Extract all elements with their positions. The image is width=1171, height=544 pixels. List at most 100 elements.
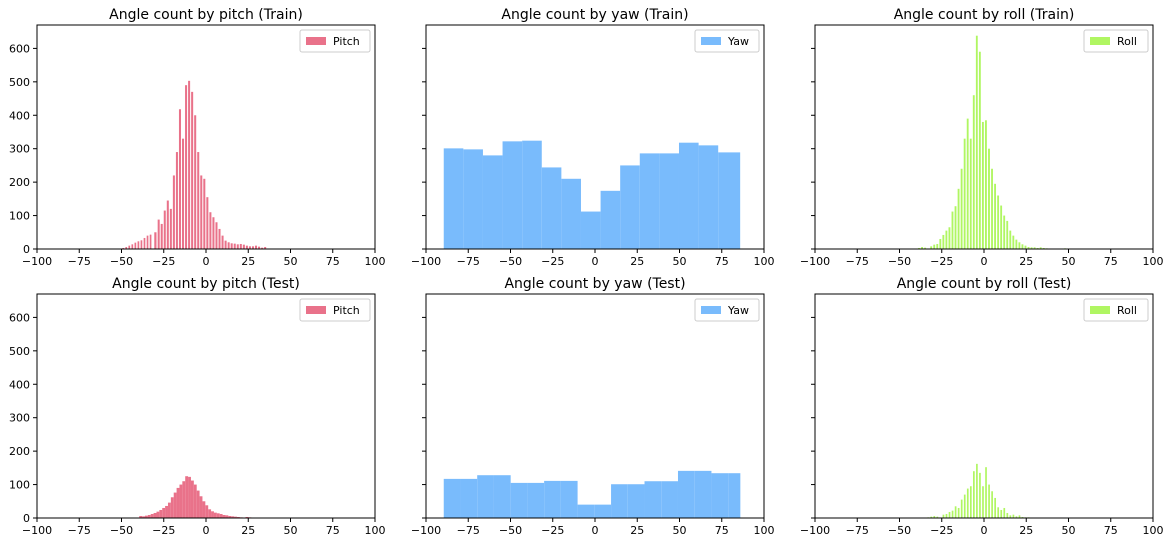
bar-3-0-2 — [144, 515, 148, 518]
x-tick-label: 50 — [1062, 524, 1076, 537]
bar-5-0-16 — [979, 472, 981, 518]
bar-2-0-17 — [972, 95, 975, 249]
x-tick-label: −50 — [888, 255, 911, 268]
x-tick-label: −75 — [846, 255, 869, 268]
bar-5-0-7 — [951, 510, 954, 518]
y-tick-label: 100 — [9, 479, 30, 492]
bar-5-0-29 — [1018, 515, 1021, 518]
legend: Yaw — [694, 298, 760, 322]
bar-2-0-38 — [1036, 247, 1039, 249]
x-tick-label: 25 — [630, 255, 644, 268]
bar-5-0-14 — [973, 471, 975, 518]
bar-2-0-3 — [930, 246, 933, 249]
bar-0-0-39 — [242, 244, 245, 249]
bar-0-0-0 — [122, 247, 125, 249]
bar-0-0-37 — [236, 244, 239, 249]
bar-4-0-17 — [728, 473, 741, 518]
x-tick-label: 0 — [592, 255, 599, 268]
bar-0-0-31 — [218, 228, 221, 249]
x-tick-label: 50 — [673, 524, 687, 537]
bar-2-0-22 — [988, 148, 990, 249]
bar-4-0-5 — [527, 482, 545, 518]
x-tick-label: 50 — [673, 255, 687, 268]
bar-3-0-30 — [225, 515, 229, 518]
bar-0-0-43 — [255, 245, 258, 249]
y-tick-label: 0 — [23, 243, 30, 256]
bar-4-0-11 — [627, 484, 645, 518]
x-tick-label: −25 — [152, 255, 175, 268]
legend-box — [694, 298, 760, 322]
bar-3-0-28 — [219, 513, 223, 518]
x-tick-label: −100 — [411, 524, 441, 537]
x-tick-label: 100 — [754, 524, 775, 537]
bar-0-0-8 — [146, 235, 149, 249]
bar-0-0-3 — [131, 244, 134, 249]
x-tick-label: −100 — [800, 255, 830, 268]
x-tick-label: 75 — [1104, 255, 1118, 268]
bar-0-0-9 — [149, 234, 152, 249]
bar-3-0-31 — [228, 515, 232, 518]
bar-5-0-1 — [930, 516, 933, 518]
histogram-panel-2: −100 −75 −50 −25 0 25 50 75 100 Angle count by ro… — [800, 7, 1164, 268]
legend: Roll — [1083, 298, 1149, 322]
x-tick-label: 25 — [241, 255, 255, 268]
y-tick-label: 0 — [23, 512, 30, 525]
bar-5-0-30 — [1021, 516, 1024, 518]
bar-5-0-3 — [936, 516, 939, 518]
x-tick-label: −50 — [888, 524, 911, 537]
x-tick-label: 0 — [981, 255, 988, 268]
bar-5-0-27 — [1012, 514, 1015, 518]
bar-1-0-3 — [502, 141, 523, 249]
x-tick-label: −100 — [800, 524, 830, 537]
bar-1-0-0 — [443, 148, 464, 249]
bar-3-0-11 — [170, 497, 174, 518]
bar-3-0-24 — [208, 509, 212, 518]
bar-2-0-16 — [969, 138, 972, 249]
bar-2-0-7 — [942, 234, 945, 249]
bar-0-0-14 — [166, 200, 169, 249]
bar-5-0-2 — [933, 515, 936, 518]
bar-0-0-5 — [137, 241, 140, 249]
bar-4-0-7 — [560, 480, 578, 518]
bar-0-0-16 — [172, 175, 175, 249]
bar-5-0-12 — [966, 488, 969, 518]
bar-3-0-17 — [188, 476, 191, 518]
bar-2-0-1 — [921, 246, 923, 249]
bar-5-0-18 — [985, 467, 987, 518]
legend-box — [299, 298, 371, 322]
bar-3-0-16 — [185, 476, 189, 518]
bar-2-0-27 — [1003, 215, 1006, 249]
y-tick-label: 400 — [9, 378, 30, 391]
bar-4-0-13 — [661, 481, 678, 518]
bar-0-0-26 — [203, 178, 206, 249]
x-tick-label: −75 — [846, 524, 869, 537]
bar-4-0-3 — [493, 475, 511, 518]
bar-0-0-36 — [233, 243, 236, 249]
y-tick-label: 300 — [9, 143, 30, 156]
bar-0-0-13 — [163, 210, 166, 249]
bar-1-0-13 — [698, 145, 719, 249]
x-tick-label: 25 — [1019, 524, 1033, 537]
bar-5-0-22 — [997, 507, 1000, 518]
bar-3-0-14 — [179, 484, 183, 518]
y-tick-label: 200 — [9, 176, 30, 189]
legend: Yaw — [694, 29, 760, 53]
bar-1-0-1 — [463, 149, 483, 249]
bar-3-0-7 — [159, 509, 163, 518]
x-tick-label: −75 — [68, 255, 91, 268]
legend-swatch — [1090, 37, 1110, 45]
bar-0-0-23 — [194, 115, 197, 250]
bar-2-0-31 — [1015, 239, 1018, 249]
bar-2-0-0 — [918, 247, 920, 249]
x-tick-label: −50 — [499, 255, 522, 268]
bar-2-0-14 — [963, 138, 966, 249]
bar-2-0-6 — [939, 238, 942, 249]
bar-2-0-40 — [1042, 247, 1045, 249]
bar-3-0-0 — [139, 515, 143, 518]
bar-0-0-44 — [258, 246, 261, 249]
bar-0-0-6 — [140, 240, 143, 249]
bar-3-0-36 — [245, 516, 249, 518]
bar-4-0-2 — [477, 475, 494, 518]
axes-frame — [814, 24, 1154, 250]
bar-0-0-45 — [261, 247, 264, 249]
